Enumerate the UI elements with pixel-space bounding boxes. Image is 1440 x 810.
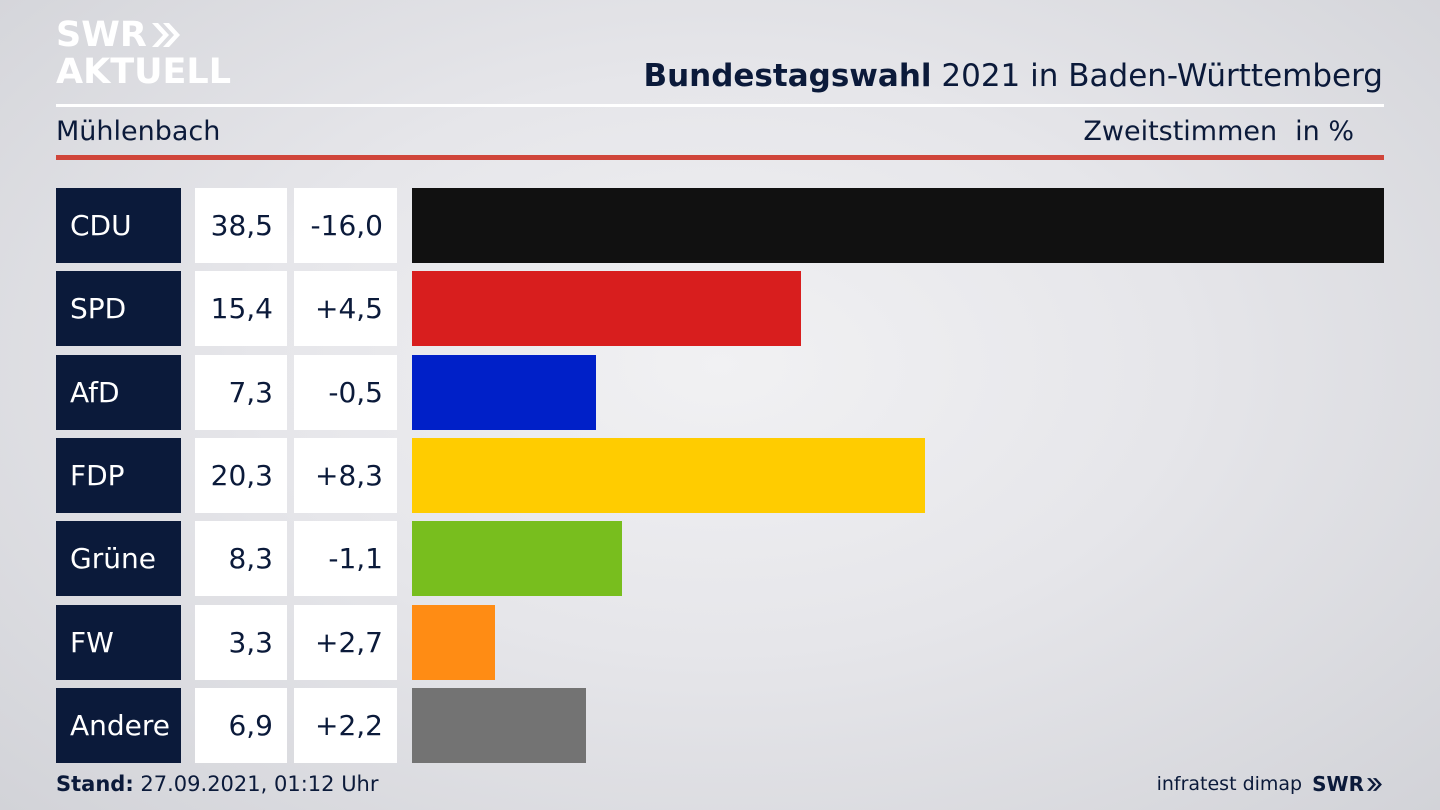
share-value: 3,3 [195, 605, 287, 680]
party-label: Andere [56, 688, 181, 763]
bar-spd [412, 271, 801, 346]
measure-name: Zweitstimmen [1083, 116, 1278, 147]
bar-fw [412, 605, 495, 680]
share-value: 8,3 [195, 521, 287, 596]
swr-small-text: SWR [1312, 772, 1364, 796]
swr-aktuell-logo: SWR AKTUELL [56, 17, 231, 91]
share-value: 20,3 [195, 438, 287, 513]
party-label: FW [56, 605, 181, 680]
measure-unit: in % [1295, 116, 1354, 147]
chart-title: Bundestagswahl 2021 in Baden-Württemberg [643, 58, 1383, 94]
header-divider [56, 104, 1384, 107]
change-value: +4,5 [294, 271, 397, 346]
accent-divider [56, 155, 1384, 160]
swr-small-chevron-icon [1367, 777, 1382, 791]
share-value: 15,4 [195, 271, 287, 346]
party-label: AfD [56, 355, 181, 430]
party-label: CDU [56, 188, 181, 263]
stand-value: 27.09.2021, 01:12 Uhr [140, 772, 379, 796]
bar-afd [412, 355, 596, 430]
change-value: -16,0 [294, 188, 397, 263]
change-value: +2,7 [294, 605, 397, 680]
party-label: SPD [56, 271, 181, 346]
bar-cdu [412, 188, 1384, 263]
share-value: 38,5 [195, 188, 287, 263]
bar-fdp [412, 438, 925, 513]
change-value: -1,1 [294, 521, 397, 596]
logo-chevron-icon [150, 21, 182, 49]
timestamp: Stand: 27.09.2021, 01:12 Uhr [56, 772, 379, 796]
change-value: +2,2 [294, 688, 397, 763]
change-value: +8,3 [294, 438, 397, 513]
source-credit: infratest dimap SWR [1157, 772, 1383, 796]
change-value: -0,5 [294, 355, 397, 430]
bar-andere [412, 688, 586, 763]
measure-label: Zweitstimmen in % [1083, 116, 1354, 147]
swr-small-logo: SWR [1312, 772, 1383, 796]
share-value: 6,9 [195, 688, 287, 763]
logo-swr-text: SWR [56, 14, 147, 55]
stand-label: Stand: [56, 772, 134, 796]
party-label: FDP [56, 438, 181, 513]
party-label: Grüne [56, 521, 181, 596]
municipality-label: Mühlenbach [56, 116, 221, 147]
title-bold: Bundestagswahl [643, 58, 932, 94]
share-value: 7,3 [195, 355, 287, 430]
logo-aktuell-text: AKTUELL [56, 52, 232, 92]
source-label: infratest dimap [1156, 773, 1303, 795]
bar-grüne [412, 521, 622, 596]
title-rest: 2021 in Baden-Württemberg [941, 58, 1383, 94]
